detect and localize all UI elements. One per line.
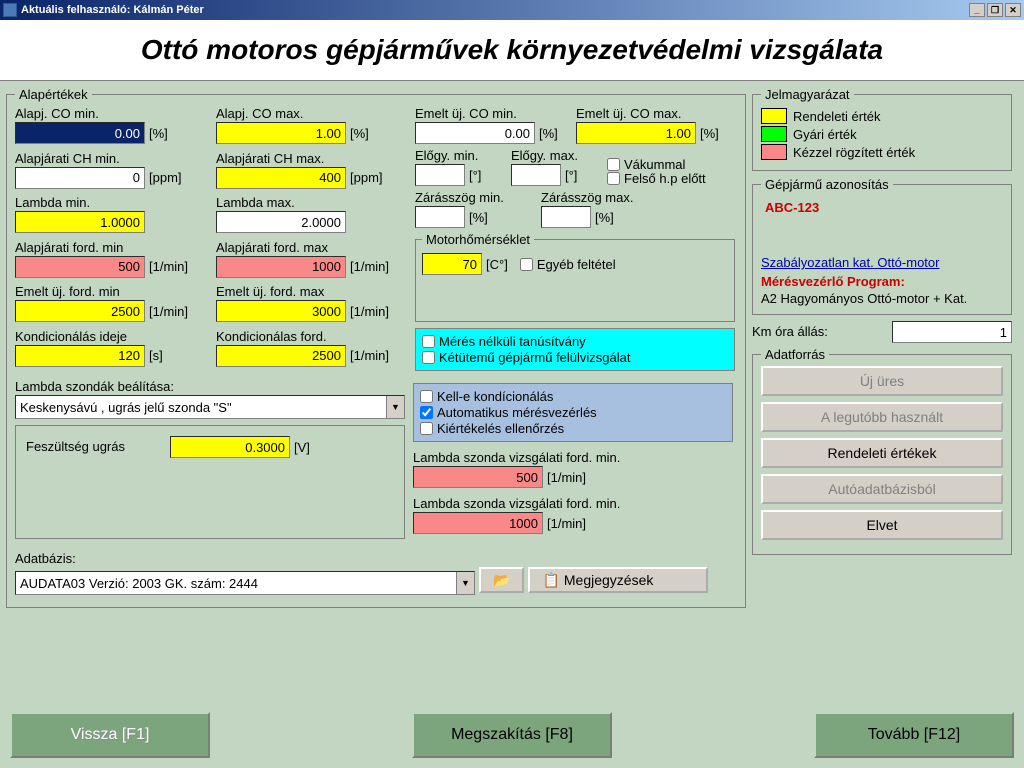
megjegyzesek-button[interactable]: 📋Megjegyzések xyxy=(528,567,708,593)
co-min-label: Alapj. CO min. xyxy=(15,106,210,121)
lambda-ford-min-input[interactable] xyxy=(413,466,543,488)
tovabb-button[interactable]: Tovább [F12] xyxy=(814,712,1014,758)
ch-min-input[interactable] xyxy=(15,167,145,189)
szabalyozatlan-link[interactable]: Szabályozatlan kat. Ottó-motor xyxy=(761,255,1003,270)
legend-kezzel: Kézzel rögzített érték xyxy=(793,145,915,160)
autodb-button[interactable]: Autóadatbázisból xyxy=(761,474,1003,504)
ch-max-label: Alapjárati CH max. xyxy=(216,151,411,166)
lambda-szonda-label: Lambda szondák beálítása: xyxy=(15,379,405,394)
ketutemu-check[interactable]: Kétütemű gépjármű felülvizsgálat xyxy=(422,350,728,365)
jelmagyarazat-group: Jelmagyarázat Rendeleti érték Gyári érté… xyxy=(752,87,1012,171)
chevron-down-icon[interactable]: ▼ xyxy=(456,572,474,594)
elvet-button[interactable]: Elvet xyxy=(761,510,1003,540)
elogy-min-label: Előgy. min. xyxy=(415,148,505,163)
close-button[interactable]: ✕ xyxy=(1005,3,1021,17)
zar-min-input[interactable] xyxy=(415,206,465,228)
legend-rendeleti: Rendeleti érték xyxy=(793,109,880,124)
lambda-min-input[interactable] xyxy=(15,211,145,233)
bottom-bar: Vissza [F1] Megszakítás [F8] Tovább [F12… xyxy=(0,702,1024,768)
emelt-min-input[interactable] xyxy=(15,300,145,322)
titlebar-text: Aktuális felhasználó: Kálmán Péter xyxy=(21,4,204,16)
lambda-ford-min2-input[interactable] xyxy=(413,512,543,534)
emelt-co-max-label: Emelt üj. CO max. xyxy=(576,106,731,121)
meres-nelkuli-check[interactable]: Mérés nélküli tanúsítvány xyxy=(422,334,728,349)
program-text: A2 Hagyományos Ottó-motor + Kat. xyxy=(761,291,1003,306)
alapertekek-legend: Alapértékek xyxy=(15,87,92,102)
megszakitas-button[interactable]: Megszakítás [F8] xyxy=(412,712,612,758)
kond-ford-input[interactable] xyxy=(216,345,346,367)
lambda-min-label: Lambda min. xyxy=(15,195,210,210)
lambda-max-input[interactable] xyxy=(216,211,346,233)
kiertekel-check[interactable]: Kiértékelés ellenőrzés xyxy=(420,421,726,436)
vakum-check[interactable]: Vákummal xyxy=(607,158,706,171)
elogy-max-label: Előgy. max. xyxy=(511,148,601,163)
emelt-co-max-input[interactable] xyxy=(576,122,696,144)
emelt-max-label: Emelt üj. ford. max xyxy=(216,284,411,299)
chevron-down-icon[interactable]: ▼ xyxy=(386,396,404,418)
license-plate: ABC-123 xyxy=(765,200,1003,215)
lambda-max-label: Lambda max. xyxy=(216,195,411,210)
app-icon xyxy=(3,3,17,17)
swatch-pink xyxy=(761,144,787,160)
co-max-input[interactable] xyxy=(216,122,346,144)
elogy-min-input[interactable] xyxy=(415,164,465,186)
motorhomerseklet-group: Motorhőmérséklet [C°] Egyéb feltétel xyxy=(415,232,735,322)
motor-homerseklet-input[interactable] xyxy=(422,253,482,275)
minimize-button[interactable]: _ xyxy=(969,3,985,17)
adatforras-group: Adatforrás Új üres A legutóbb használt R… xyxy=(752,347,1012,555)
auto-meres-check[interactable]: Automatikus mérésvezérlés xyxy=(420,405,726,420)
zar-min-label: Zárásszög min. xyxy=(415,190,535,205)
kond-ido-label: Kondicionálás ideje xyxy=(15,329,210,344)
rendeleti-button[interactable]: Rendeleti értékek xyxy=(761,438,1003,468)
feszultseg-group: Feszültség ugrás [V] xyxy=(15,425,405,539)
zar-max-input[interactable] xyxy=(541,206,591,228)
elogy-max-input[interactable] xyxy=(511,164,561,186)
vissza-button[interactable]: Vissza [F1] xyxy=(10,712,210,758)
co-min-input[interactable] xyxy=(15,122,145,144)
titlebar: Aktuális felhasználó: Kálmán Péter _ ❐ ✕ xyxy=(0,0,1024,20)
kond-ido-input[interactable] xyxy=(15,345,145,367)
emelt-co-min-label: Emelt üj. CO min. xyxy=(415,106,570,121)
folder-icon: 📂 xyxy=(493,572,510,589)
km-input[interactable] xyxy=(892,321,1012,343)
lambda-ford-min2-label: Lambda szonda vizsgálati ford. min. xyxy=(413,496,733,511)
ch-min-label: Alapjárati CH min. xyxy=(15,151,210,166)
ford-max-input[interactable] xyxy=(216,256,346,278)
kell-kond-check[interactable]: Kell-e kondícionálás xyxy=(420,389,726,404)
zar-max-label: Zárásszög max. xyxy=(541,190,661,205)
alapertekek-group: Alapértékek Alapj. CO min. [%] Alapj. CO… xyxy=(6,87,746,608)
legutobb-button[interactable]: A legutóbb használt xyxy=(761,402,1003,432)
feszultseg-input[interactable] xyxy=(170,436,290,458)
adatbazis-open-button[interactable]: 📂 xyxy=(479,567,524,593)
kond-ford-label: Kondicionálas ford. xyxy=(216,329,411,344)
maximize-button[interactable]: ❐ xyxy=(987,3,1003,17)
lambda-szonda-combo[interactable]: Keskenysávú , ugrás jelű szonda "S" ▼ xyxy=(15,395,405,419)
page-title: Ottó motoros gépjárművek környezetvédelm… xyxy=(0,20,1024,81)
lambda-ford-min-label: Lambda szonda vizsgálati ford. min. xyxy=(413,450,733,465)
ford-min-label: Alapjárati ford. min xyxy=(15,240,210,255)
ford-max-label: Alapjárati ford. max xyxy=(216,240,411,255)
emelt-min-label: Emelt üj. ford. min xyxy=(15,284,210,299)
adatbazis-label: Adatbázis: xyxy=(15,551,737,566)
note-icon: 📋 xyxy=(542,572,559,589)
ford-min-input[interactable] xyxy=(15,256,145,278)
swatch-green xyxy=(761,126,787,142)
emelt-max-input[interactable] xyxy=(216,300,346,322)
blue-options: Kell-e kondícionálás Automatikus mérésve… xyxy=(413,383,733,442)
felso-check[interactable]: Felső h.p előtt xyxy=(607,172,706,185)
swatch-yellow xyxy=(761,108,787,124)
emelt-co-min-input[interactable] xyxy=(415,122,535,144)
ch-max-input[interactable] xyxy=(216,167,346,189)
cyan-options: Mérés nélküli tanúsítvány Kétütemű gépjá… xyxy=(415,328,735,371)
azonositas-group: Gépjármű azonosítás ABC-123 Szabályozatl… xyxy=(752,177,1012,315)
km-label: Km óra állás: xyxy=(752,324,888,339)
adatbazis-combo[interactable]: AUDATA03 Verzió: 2003 GK. szám: 2444 ▼ xyxy=(15,571,475,595)
uj-ures-button[interactable]: Új üres xyxy=(761,366,1003,396)
legend-gyari: Gyári érték xyxy=(793,127,857,142)
egyeb-feltetel-check[interactable]: Egyéb feltétel xyxy=(520,257,616,272)
meresvez-label: Mérésvezérlő Program: xyxy=(761,274,1003,289)
co-max-label: Alapj. CO max. xyxy=(216,106,411,121)
